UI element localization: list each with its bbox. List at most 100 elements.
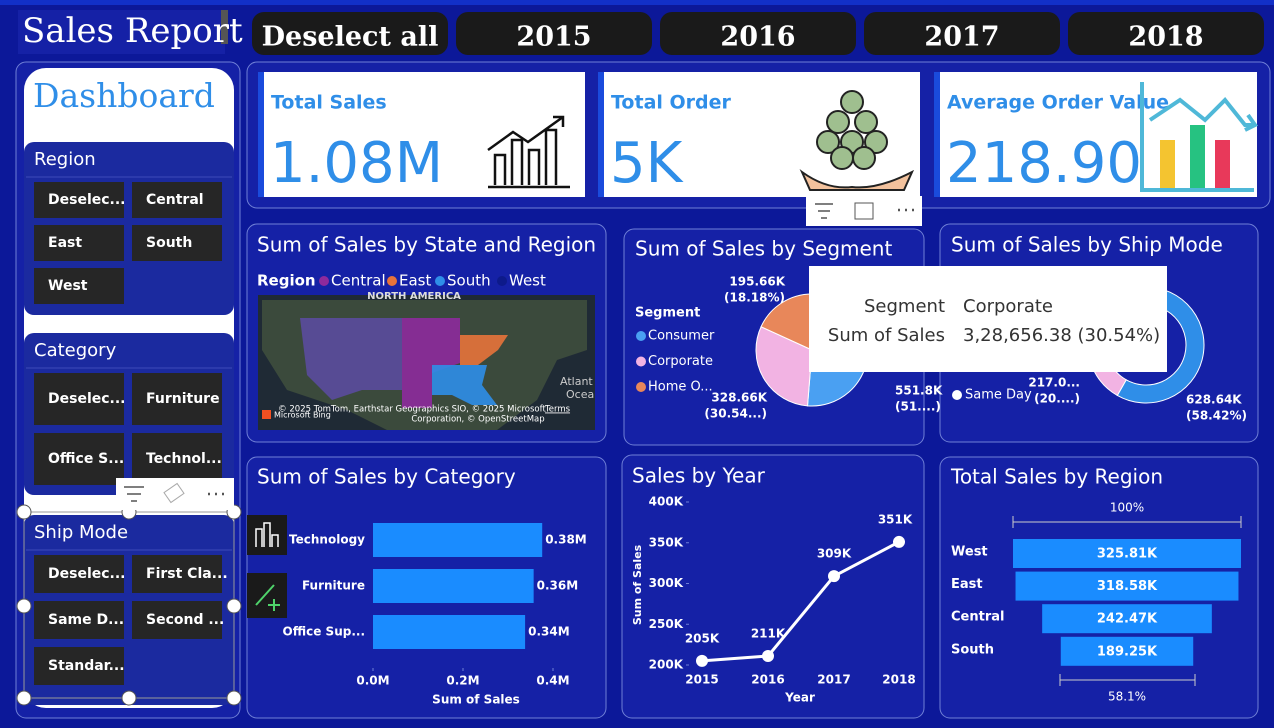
filter-icon[interactable] xyxy=(124,486,144,502)
map-brand: Microsoft Bing xyxy=(274,411,331,420)
category-label: West xyxy=(951,545,988,560)
cursor xyxy=(221,10,228,44)
slicer-item[interactable] xyxy=(34,555,124,593)
slicer-item-label: Deselec... xyxy=(48,566,126,582)
resize-handle[interactable] xyxy=(16,504,32,520)
slicer-item[interactable] xyxy=(132,225,222,261)
category-label: South xyxy=(951,642,994,657)
chart-title: Sum of Sales by Segment xyxy=(635,237,892,261)
year-button[interactable] xyxy=(456,12,652,55)
kpi-accent xyxy=(934,72,940,197)
chart-title: Sum of Sales by Ship Mode xyxy=(951,233,1223,257)
axis-title: Year xyxy=(784,691,815,705)
slicer-item-label: East xyxy=(48,235,82,251)
slicer-item[interactable] xyxy=(132,182,222,218)
year-button[interactable] xyxy=(864,12,1060,55)
data-label: (58.42%) xyxy=(1186,409,1247,423)
focus-icon[interactable] xyxy=(854,202,874,220)
category-label: East xyxy=(951,577,983,592)
legend-marker xyxy=(387,276,397,286)
button-label: 2017 xyxy=(924,22,999,53)
slicer-item-label: Deselec... xyxy=(48,192,126,208)
data-label: 325.81K xyxy=(1097,547,1158,562)
kpi-trend xyxy=(1140,82,1258,192)
chart-title: Sum of Sales by State and Region xyxy=(257,233,596,257)
kpi-label: Average Order Value xyxy=(947,92,1169,114)
year-button[interactable] xyxy=(660,12,856,55)
x-tick-label: 2016 xyxy=(751,673,784,687)
filter-icon[interactable] xyxy=(815,203,833,219)
slicer-item[interactable] xyxy=(132,433,222,485)
legend-title: Segment xyxy=(635,306,700,321)
data-label: 189.25K xyxy=(1097,644,1158,659)
kpi-value: 1.08M xyxy=(270,131,443,196)
slicer-item[interactable] xyxy=(34,647,124,685)
data-label: (51....) xyxy=(895,400,941,414)
year-button[interactable] xyxy=(252,12,448,55)
kpi-icon xyxy=(487,115,570,189)
year-button[interactable] xyxy=(1068,12,1264,55)
slicer-item[interactable] xyxy=(34,182,124,218)
report-title: Sales Report xyxy=(22,11,243,51)
coin xyxy=(830,146,854,170)
coin xyxy=(840,90,864,114)
side-icon[interactable] xyxy=(247,515,287,555)
chart-title: Sales by Year xyxy=(632,464,766,488)
point xyxy=(696,654,708,667)
slice xyxy=(1116,286,1205,404)
x-tick-label: 0.2M xyxy=(446,674,479,688)
kpi-accent xyxy=(598,72,604,197)
slicer-item[interactable] xyxy=(34,225,124,261)
button-label: 2018 xyxy=(1128,22,1203,53)
funnel-bracket xyxy=(1012,516,1242,528)
funnel-bracket xyxy=(1059,674,1196,686)
map-attribution: Corporation, © OpenStreetMap xyxy=(411,415,544,425)
legend-marker xyxy=(497,276,507,286)
resize-handle[interactable] xyxy=(226,690,242,706)
coin xyxy=(864,130,888,154)
resize-handle[interactable] xyxy=(226,598,242,614)
slicer-item[interactable] xyxy=(34,601,124,639)
slicer-item[interactable] xyxy=(132,555,222,593)
side-icon[interactable] xyxy=(247,573,287,618)
bing-logo xyxy=(262,410,271,419)
kpi-card xyxy=(258,72,585,197)
chart-icon xyxy=(255,522,279,547)
resize-handle[interactable] xyxy=(121,690,137,706)
brush-icon xyxy=(255,584,280,611)
sidebar-title: Dashboard xyxy=(33,76,215,115)
map-label: Ocea xyxy=(566,388,594,401)
legend-label: Consumer xyxy=(648,329,715,344)
legend-marker xyxy=(636,382,646,392)
resize-handle[interactable] xyxy=(16,690,32,706)
slicer-item[interactable] xyxy=(34,373,124,425)
slicer-item[interactable] xyxy=(132,601,222,639)
data-label: 551.8K xyxy=(895,384,943,398)
tooltip-key: Segment xyxy=(864,296,945,317)
slicer-item-label: First Cla... xyxy=(146,566,228,582)
eraser-icon[interactable] xyxy=(163,482,185,504)
data-label: 205K xyxy=(685,631,720,645)
tooltip-value: 3,28,656.38 (30.54%) xyxy=(963,325,1160,346)
legend-marker xyxy=(636,331,646,341)
tooltip-key: Sum of Sales xyxy=(828,325,945,346)
axis-title: Sum of Sales xyxy=(432,693,520,707)
axis-title: Sum of Sales xyxy=(631,544,644,625)
map-terms: Terms xyxy=(544,405,571,415)
category-label: Office Sup... xyxy=(283,625,365,639)
slicer-item-label: Second ... xyxy=(146,612,224,628)
slicer-item-label: Office S... xyxy=(48,451,124,467)
coin xyxy=(854,110,878,134)
slicer-item[interactable] xyxy=(132,373,222,425)
funnel-label: 58.1% xyxy=(1108,690,1146,704)
coin xyxy=(852,146,876,170)
button-label: Deselect all xyxy=(262,22,439,53)
slicer-item[interactable] xyxy=(34,433,124,485)
bar xyxy=(373,615,526,649)
slicer-item[interactable] xyxy=(34,268,124,304)
slicer-item-label: Standar... xyxy=(48,658,125,674)
resize-handle[interactable] xyxy=(16,598,32,614)
y-tick-label: 300K xyxy=(649,576,684,590)
data-label: 309K xyxy=(817,547,852,561)
